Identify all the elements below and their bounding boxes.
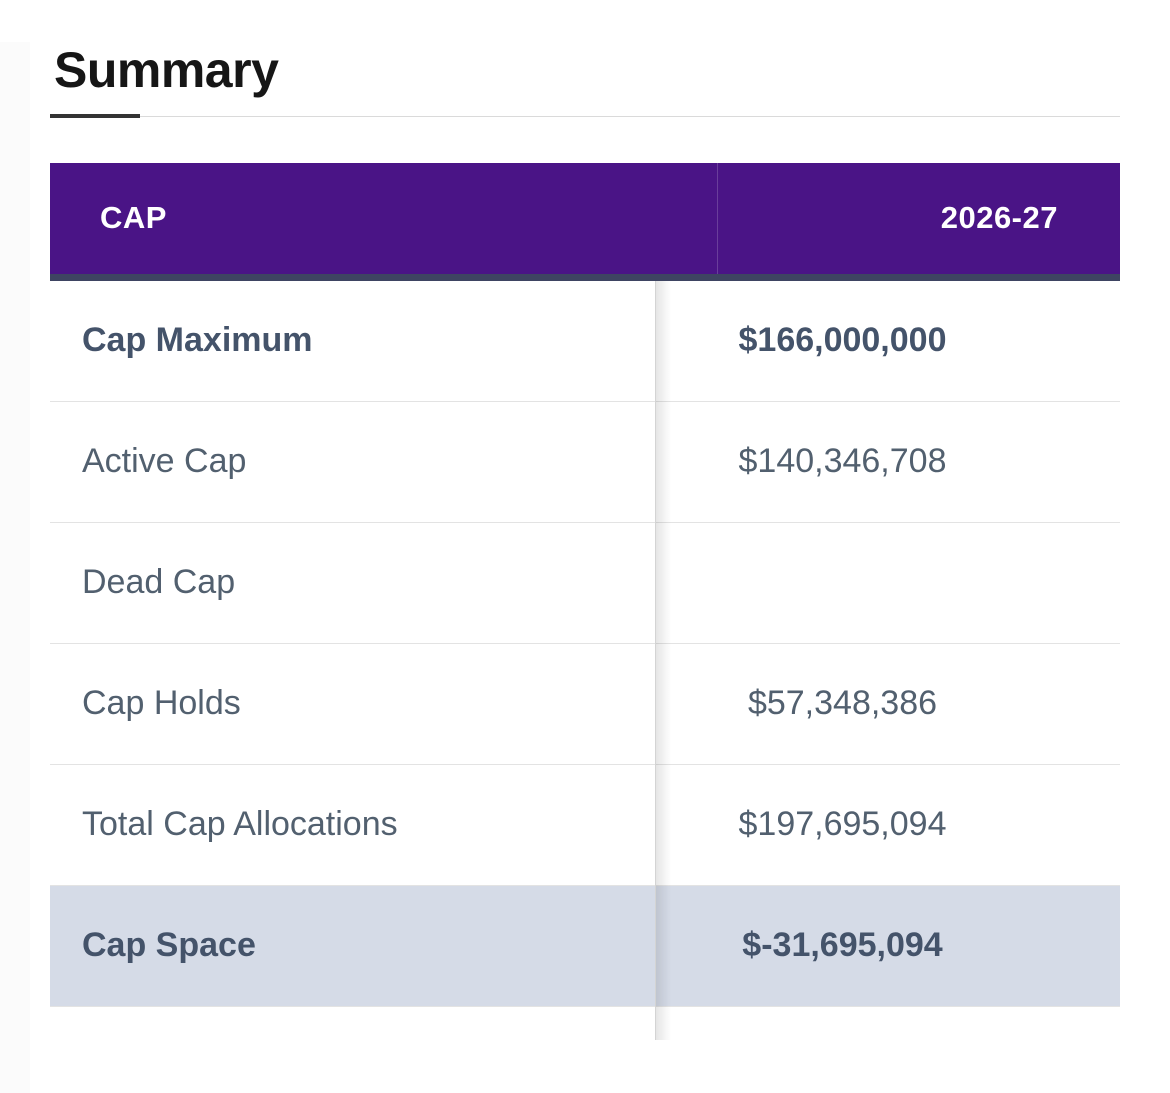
table-header-row: CAP 2026-27 <box>50 162 1120 274</box>
row-label-cell: Cap Space <box>50 886 655 1006</box>
page-left-gutter <box>0 42 30 1093</box>
table-row: Cap Maximum $166,000,000 <box>50 280 1120 402</box>
row-value: $57,348,386 <box>747 684 938 722</box>
header-underline-bar <box>50 273 1120 281</box>
row-value: $197,695,094 <box>738 805 947 843</box>
row-value-cell: $57,348,386 <box>655 644 1120 764</box>
row-label-cell: Cap Holds <box>50 644 655 764</box>
row-value: $140,346,708 <box>738 442 947 480</box>
row-value-cell: $166,000,000 <box>655 281 1120 401</box>
table-body: Cap Maximum $166,000,000 Active Cap $140… <box>50 280 1120 1040</box>
row-label-cell: Cap Maximum <box>50 281 655 401</box>
table-row: Cap Holds $57,348,386 <box>50 643 1120 765</box>
row-label: Total Cap Allocations <box>82 805 398 843</box>
table-row: Cap Space $-31,695,094 <box>50 885 1120 1007</box>
page-title: Summary <box>54 42 279 98</box>
row-label: Cap Holds <box>82 684 241 722</box>
table-row: Total Cap Allocations $197,695,094 <box>50 764 1120 886</box>
row-label-cell: Dead Cap <box>50 523 655 643</box>
row-value-cell <box>655 523 1120 643</box>
row-value-cell: $197,695,094 <box>655 765 1120 885</box>
row-value-cell: $140,346,708 <box>655 402 1120 522</box>
cap-summary-table: CAP 2026-27 Cap Maximum $166,000,000 Act… <box>50 162 1120 1040</box>
row-label: Dead Cap <box>82 563 236 601</box>
row-label: Cap Space <box>82 926 256 964</box>
row-label: Cap Maximum <box>82 321 313 359</box>
row-label-cell: Total Cap Allocations <box>50 765 655 885</box>
row-value: $-31,695,094 <box>742 926 943 964</box>
table-row: Active Cap $140,346,708 <box>50 401 1120 523</box>
row-value-cell: $-31,695,094 <box>655 886 1120 1006</box>
header-season-column: 2026-27 <box>940 200 1058 235</box>
header-cap-column: CAP <box>50 162 718 274</box>
table-row: Dead Cap <box>50 522 1120 644</box>
row-label-cell: Active Cap <box>50 402 655 522</box>
title-divider <box>50 113 1120 118</box>
title-divider-accent <box>50 113 140 118</box>
row-value: $166,000,000 <box>738 321 947 359</box>
row-label: Active Cap <box>82 442 247 480</box>
page: Summary CAP 2026-27 Cap Maximum $166,000… <box>0 42 1170 1040</box>
